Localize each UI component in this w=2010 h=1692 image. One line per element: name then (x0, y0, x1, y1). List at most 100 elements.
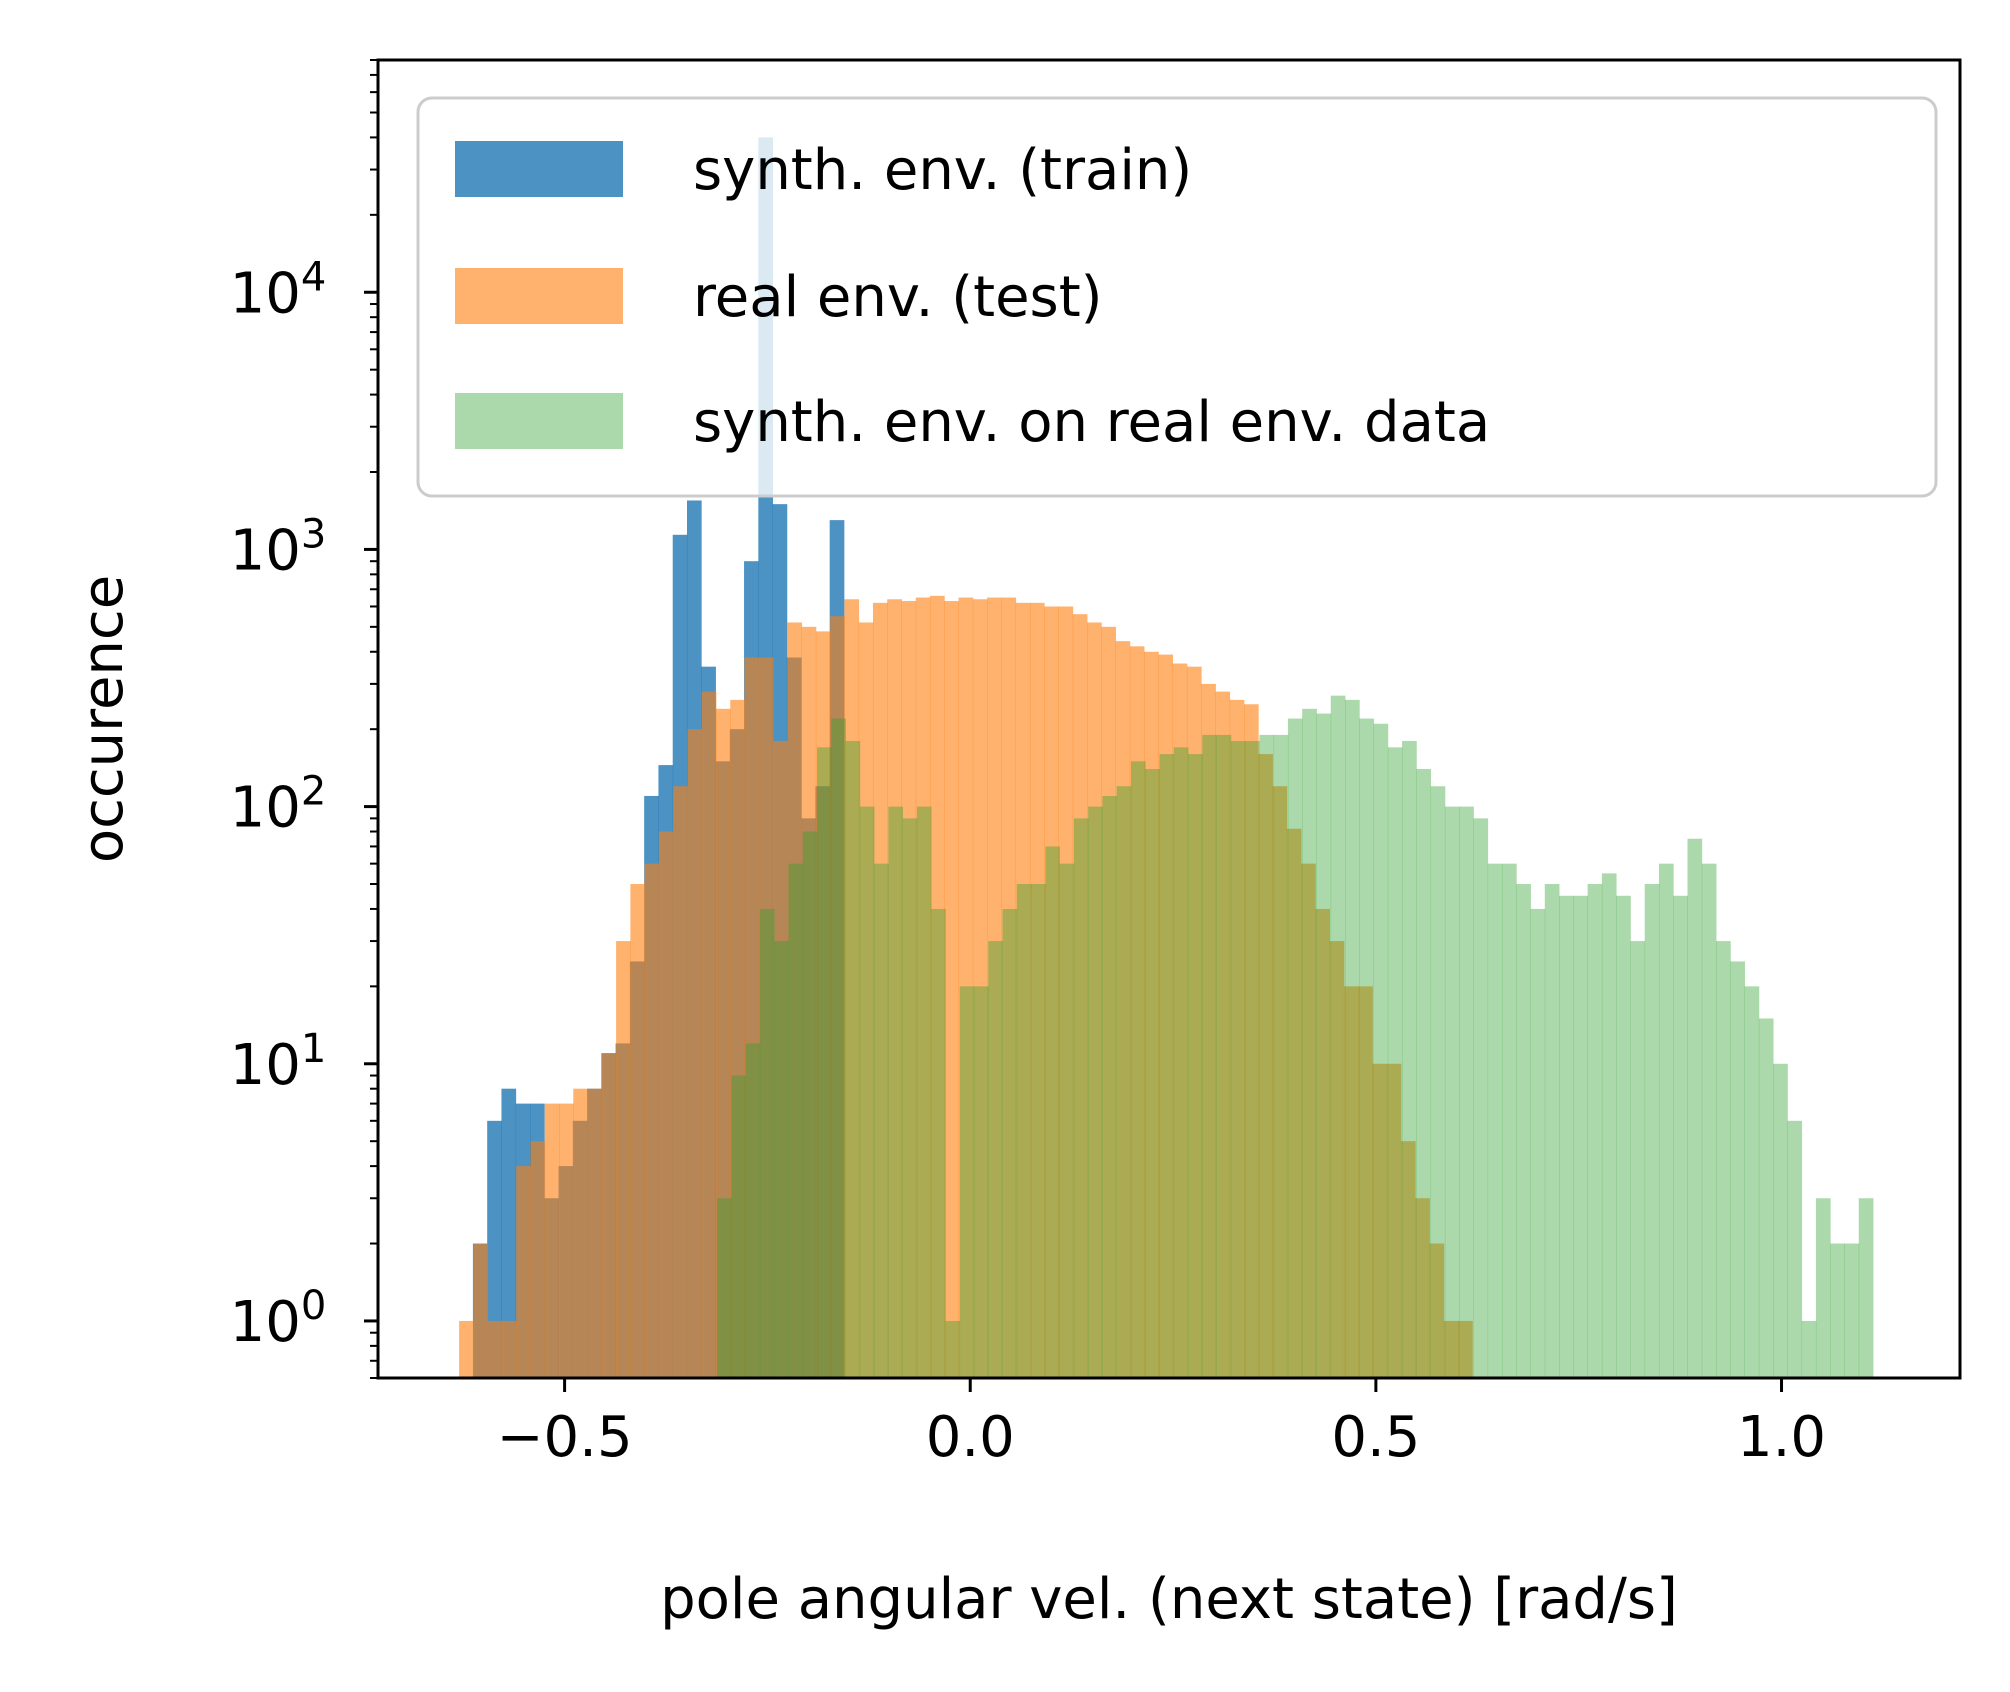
legend-swatch (455, 141, 623, 197)
histogram-bar (1430, 786, 1446, 1378)
histogram-bar (501, 1088, 517, 1378)
histogram-bar (1016, 884, 1032, 1378)
histogram-bar (1358, 986, 1373, 1378)
histogram-bar (1087, 622, 1102, 1378)
histogram-bar (1573, 895, 1589, 1378)
histogram-bar (1031, 884, 1046, 1378)
histogram-bar (1188, 754, 1203, 1378)
histogram-bar (1259, 734, 1275, 1378)
histogram-bar (1115, 641, 1131, 1378)
x-tick-label: 1.0 (1737, 1405, 1826, 1470)
histogram-bar (901, 601, 917, 1378)
y-tick-label: 103 (230, 511, 327, 583)
histogram-bar (1273, 734, 1289, 1378)
histogram-bar (1516, 884, 1531, 1378)
y-tick-label: 102 (230, 769, 327, 841)
histogram-bar (731, 1075, 747, 1378)
series-2 (459, 595, 1473, 1378)
histogram-bar (1158, 654, 1174, 1378)
histogram-bar (587, 1088, 603, 1378)
histogram-bar (1130, 761, 1146, 1378)
histogram-bar (1501, 863, 1517, 1378)
histogram-bar (1230, 740, 1246, 1378)
histogram-bar (559, 1103, 574, 1378)
histogram-bar (858, 622, 874, 1378)
histogram-bar (1459, 806, 1474, 1378)
histogram-bar (1658, 863, 1674, 1378)
histogram-bar (1044, 606, 1059, 1378)
histogram-bar (1287, 718, 1303, 1378)
histogram-bar (1601, 873, 1617, 1378)
legend-label: synth. env. (train) (693, 138, 1192, 203)
histogram-bar (773, 740, 788, 1378)
histogram-bar (1244, 704, 1259, 1378)
histogram-bar (972, 599, 988, 1378)
histogram-bar (802, 831, 818, 1378)
histogram-bar (1272, 786, 1288, 1378)
histogram-bar (945, 1320, 961, 1378)
y-axis: 100 101 102 103 104 (230, 59, 378, 1379)
histogram-bar (1787, 1120, 1803, 1378)
histogram-bar (730, 699, 745, 1378)
histogram-bar (1101, 626, 1116, 1378)
histogram-bar (1045, 846, 1061, 1378)
histogram-bar (1801, 1320, 1817, 1378)
histogram-bar (1329, 941, 1345, 1378)
histogram-bar (1530, 908, 1546, 1378)
histogram-bar (530, 1141, 546, 1378)
histogram-bar (988, 941, 1003, 1378)
y-axis-label: occurence (71, 575, 136, 863)
histogram-bar (958, 597, 974, 1378)
histogram-bar (1201, 683, 1216, 1378)
histogram-bar (701, 691, 717, 1378)
legend-label: synth. env. on real env. data (693, 390, 1490, 455)
legend: synth. env. (train) real env. (test) synth… (416, 96, 1938, 498)
histogram-bar (931, 908, 946, 1378)
histogram-bar (658, 831, 674, 1378)
histogram-bar (1286, 828, 1302, 1378)
histogram-bar (1215, 691, 1231, 1378)
histogram-bar (601, 1053, 617, 1378)
histogram-bar (817, 747, 832, 1378)
histogram-bar (1186, 666, 1202, 1378)
histogram-bar (1616, 895, 1631, 1378)
histogram-bar (1701, 863, 1717, 1378)
histogram-bar (1644, 884, 1660, 1378)
histogram-bar (1758, 1018, 1774, 1378)
histogram-bar (1330, 695, 1346, 1378)
histogram-bar (1444, 806, 1460, 1378)
histogram-bar (1102, 795, 1118, 1378)
histogram-bar (888, 806, 904, 1378)
plot-area (459, 137, 1874, 1379)
histogram-bar (1473, 818, 1489, 1378)
histogram-bar (1386, 1063, 1402, 1378)
histogram-bar (1400, 1141, 1416, 1378)
histogram-bar (1844, 1243, 1860, 1378)
histogram-bar (859, 806, 875, 1378)
histogram-bar (1116, 786, 1132, 1378)
histogram-bar (1345, 699, 1360, 1378)
histogram-bar (1730, 961, 1745, 1378)
histogram-bar (473, 1243, 489, 1378)
histogram-bar (1144, 651, 1159, 1378)
histogram-bar (1673, 895, 1688, 1378)
histogram-bar (872, 602, 888, 1378)
histogram-bar (1415, 1198, 1430, 1378)
histogram-bar (1858, 1198, 1874, 1378)
histogram-bar (1088, 806, 1103, 1378)
histogram-bar (717, 1198, 732, 1378)
histogram-bar (1716, 941, 1731, 1378)
histogram-bar (1315, 908, 1331, 1378)
histogram-bar (687, 729, 703, 1378)
y-tick-label: 101 (230, 1026, 327, 1098)
histogram-bar (1245, 740, 1260, 1378)
histogram-bar (830, 616, 845, 1378)
x-axis-label: pole angular vel. (next state) [rad/s] (660, 1567, 1678, 1632)
histogram-bar (1172, 663, 1188, 1378)
histogram-bar (616, 941, 631, 1378)
histogram-bar (844, 599, 860, 1378)
histogram-bar (1458, 1320, 1473, 1378)
histogram-bar (744, 657, 760, 1378)
histogram-bar (916, 806, 932, 1378)
legend-swatch (455, 393, 623, 449)
